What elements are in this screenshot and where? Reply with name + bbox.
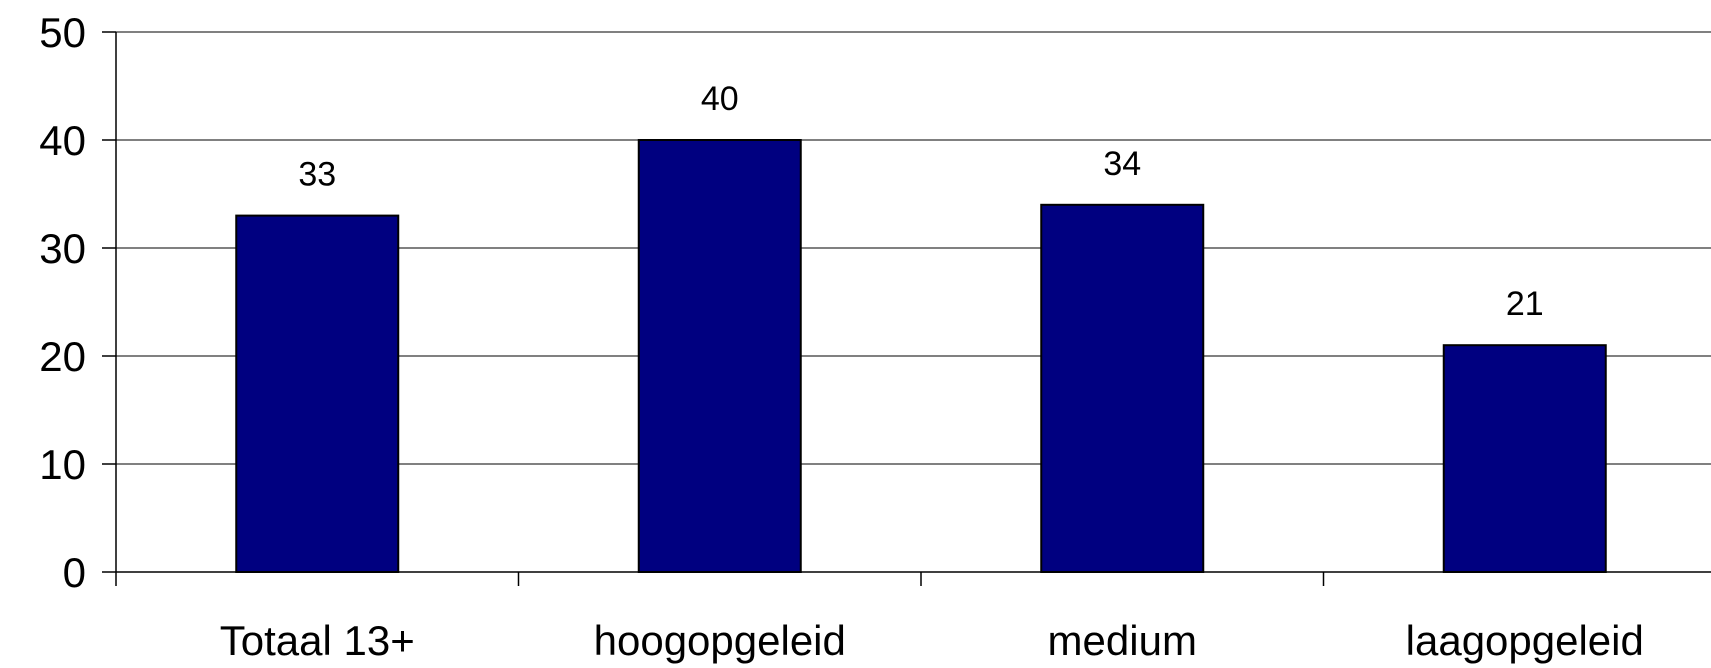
bar-1 (235, 214, 400, 573)
y-tick-label: 20 (39, 333, 86, 380)
y-tick-label: 30 (39, 225, 86, 272)
x-tick-label: medium (1048, 617, 1197, 664)
y-tick-label: 50 (39, 9, 86, 56)
x-tick-label: Totaal 13+ (220, 617, 415, 664)
x-tick-label: laagopgeleid (1406, 617, 1644, 664)
bars (235, 139, 1607, 574)
y-tick-label: 0 (63, 549, 86, 596)
y-tick-label: 10 (39, 441, 86, 488)
data-label: 21 (1506, 285, 1544, 323)
data-label: 40 (701, 80, 739, 118)
labels: 0 10 20 30 40 50 33 Totaal 13+ 40 hoogopgeleid 34 m… (39, 9, 1644, 664)
data-label: 34 (1103, 145, 1141, 183)
data-label: 33 (298, 156, 336, 194)
y-tick-label: 40 (39, 117, 86, 164)
bar-2 (637, 139, 802, 573)
bar-4 (1442, 344, 1607, 574)
bar-3 (1040, 203, 1205, 574)
x-tick-label: hoogopgeleid (594, 617, 846, 664)
axes (102, 31, 1711, 586)
